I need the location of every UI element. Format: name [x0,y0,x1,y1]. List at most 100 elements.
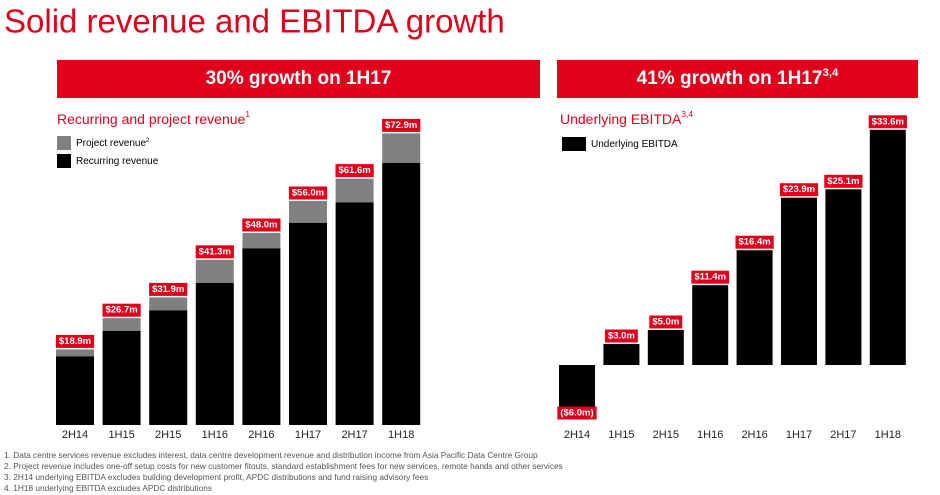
bar [736,250,773,365]
value-label: $41.3m [199,246,231,257]
footnote: 4. 1H18 underlying EBITDA excludes APDC … [4,483,212,493]
value-label: $16.4m [738,237,770,248]
legend-label-text: Recurring revenue [76,156,159,167]
chart-title: Underlying EBITDA3,4 [560,109,693,126]
legend-label-text: Underlying EBITDA [591,139,678,150]
value-label-bg [55,334,95,348]
value-label: $48.0m [245,220,277,231]
x-tick-label: 2H16 [741,429,767,441]
bar [825,189,862,365]
legend-swatch [57,136,71,150]
banner-text-note: 3,4 [822,67,838,79]
value-label-bg [649,315,683,329]
legend-swatch [562,137,586,151]
value-label: $72.9m [385,120,417,131]
value-label: $26.7m [105,305,137,316]
bar [382,163,421,425]
bar [195,283,234,425]
value-label: $56.0m [292,188,324,199]
value-label-bg [779,183,819,197]
banner-text-text: 41% growth on 1H17 [637,68,823,89]
bar [149,297,188,311]
x-tick-label: 1H16 [697,429,723,441]
banner-text-text: 30% growth on 1H17 [206,68,392,89]
bar [289,201,327,223]
x-tick-label: 2H17 [341,429,367,441]
banner [57,60,540,98]
x-tick-label: 2H14 [564,429,590,441]
value-label-bg [868,115,907,129]
x-tick-label: 1H17 [295,429,321,441]
bar [56,349,94,357]
footnote: 3. 2H14 underlying EBITDA excludes build… [4,472,428,482]
bar [559,365,595,407]
chart-title-note: 1 [245,109,250,119]
x-tick-label: 2H14 [62,429,88,441]
legend-label: Underlying EBITDA [591,139,678,150]
x-tick-label: 1H15 [108,429,134,441]
value-label-bg [604,329,638,343]
legend-swatch [57,154,71,168]
bar [781,197,817,365]
bar [102,318,141,331]
value-label: $33.6m [872,116,904,127]
banner-text: 30% growth on 1H17 [206,68,392,89]
value-label-bg [195,245,234,259]
legend-label: Recurring revenue [76,156,159,167]
x-tick-label: 1H15 [608,429,634,441]
value-label-bg [242,218,281,232]
value-label-bg [691,270,730,284]
footnote: 2. Project revenue includes one-off setu… [4,461,563,471]
value-label: $5.0m [652,317,679,328]
bar [242,248,281,425]
value-label: $61.6m [338,165,370,176]
legend-label-text: Project revenue [76,138,146,149]
bar [869,129,906,365]
x-tick-label: 1H17 [786,429,812,441]
legend-label: Project revenue2 [76,138,150,149]
footnote: 1. Data centre services revenue excludes… [4,450,538,460]
bar [335,202,374,425]
value-label-bg [382,118,421,132]
value-label-bg [102,303,141,317]
value-label: $25.1m [827,176,859,187]
x-tick-label: 1H16 [202,429,228,441]
slide-title: Solid revenue and EBITDA growth [4,3,505,40]
x-tick-label: 1H18 [388,429,414,441]
value-label-bg [149,282,188,296]
bar [289,223,327,425]
x-tick-label: 2H17 [830,429,856,441]
bar [692,285,729,365]
value-label-bg [557,406,597,420]
value-label: $11.4m [694,272,726,283]
value-label: $23.9m [783,184,815,195]
value-label: ($6.0m) [560,408,593,419]
x-tick-label: 2H15 [653,429,679,441]
bar [195,259,234,283]
chart-title-text: Recurring and project revenue [57,111,246,127]
bar [382,133,421,163]
value-label-bg [335,164,374,178]
bar [102,331,141,425]
value-label-bg [824,174,863,188]
chart-title-text: Underlying EBITDA [560,111,682,127]
chart-title: Recurring and project revenue1 [57,109,250,126]
x-tick-label: 1H18 [875,429,901,441]
value-label-bg [288,186,328,200]
bar [56,356,94,425]
bar [647,330,684,365]
value-label: $31.9m [152,284,184,295]
banner [557,60,918,98]
legend-label-note: 2 [146,138,150,144]
x-tick-label: 2H15 [155,429,181,441]
value-label: $3.0m [608,331,635,342]
bar [335,178,374,203]
bar [603,344,640,365]
bar [149,310,188,425]
value-label-bg [735,235,774,249]
banner-text: 41% growth on 1H173,4 [637,67,839,89]
value-label: $18.9m [59,336,91,347]
chart-title-note: 3,4 [681,109,693,119]
bar [242,233,281,249]
